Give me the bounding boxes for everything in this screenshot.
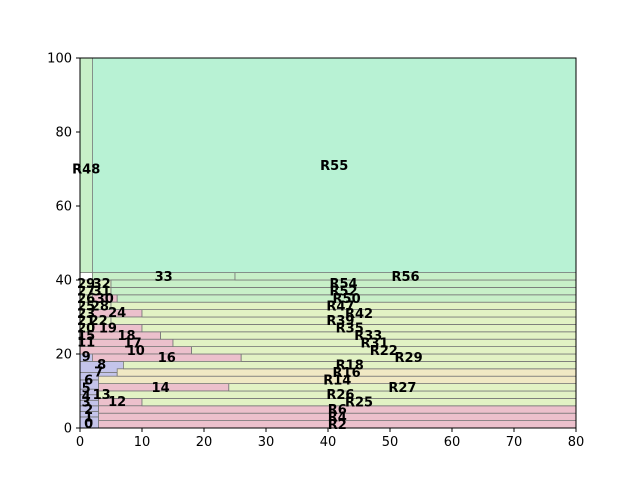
rect-label-R48: R48 [72,163,100,178]
rect-label-R55: R55 [320,159,348,174]
rect-label-R29: R29 [395,351,423,366]
rect-label-R31: R31 [360,336,388,351]
rect-label-8: 8 [97,358,106,373]
rect-label-R18: R18 [336,359,364,374]
rect-label-11: 11 [77,336,95,351]
rect-label-23: 23 [77,307,95,322]
rect-label-19: 19 [99,322,117,337]
rect-label-28: 28 [91,299,109,314]
y-tick-label: 60 [55,200,72,215]
x-tick-label: 20 [196,435,213,450]
rect-label-R42: R42 [345,307,373,322]
rect-label-R56: R56 [391,270,419,285]
rect-label-3: 3 [82,396,91,411]
rect-label-12: 12 [108,395,126,410]
rect-label-15: 15 [77,329,95,344]
rect-label-R35: R35 [336,322,364,337]
rect-label-R14: R14 [323,373,351,388]
rect-label-25: 25 [77,299,95,314]
rect-label-26: 26 [77,292,95,307]
rect-label-22: 22 [90,314,108,329]
rect-label-31: 31 [93,285,111,300]
y-tick-label: 100 [47,52,72,67]
rect-label-21: 21 [77,314,95,329]
rect-R55 [92,57,577,274]
y-tick-label: 20 [55,348,72,363]
rect-label-10: 10 [127,344,145,359]
x-axis: 0 10 20 30 40 50 60 70 80 [76,428,584,450]
rect-label-R2: R2 [328,418,347,433]
rect-label-6: 6 [84,373,93,388]
rect-label-14: 14 [152,381,170,396]
rect-label-17: 17 [124,336,142,351]
x-tick-label: 70 [506,435,523,450]
rect-label-R16: R16 [333,366,361,381]
rect-label-5: 5 [82,382,91,397]
rect-label-13: 13 [93,388,111,403]
rect-label-18: 18 [117,329,135,344]
y-tick-label: 0 [64,422,72,437]
rect-label-1: 1 [84,410,93,425]
rect-label-9: 9 [82,350,91,365]
rect-label-24: 24 [108,306,126,321]
rect-label-20: 20 [77,322,95,337]
x-tick-label: 40 [320,435,337,450]
x-tick-label: 0 [76,435,84,450]
rect-label-4: 4 [82,389,91,404]
y-axis: 0 20 40 60 80 100 [47,52,80,437]
rect-label-R52: R52 [329,285,357,300]
x-tick-label: 10 [134,435,151,450]
rect-label-R27: R27 [388,381,416,396]
y-tick-label: 80 [55,126,72,141]
rects-layer [79,57,577,429]
x-tick-label: 80 [568,435,585,450]
rect-label-30: 30 [96,292,114,307]
rect-label-27: 27 [77,285,95,300]
rect-label-32: 32 [93,277,111,292]
x-tick-label: 30 [258,435,275,450]
rect-label-R22: R22 [370,344,398,359]
rect-label-2: 2 [84,403,93,418]
rect-label-R4: R4 [328,410,347,425]
rect-label-R6: R6 [328,403,347,418]
x-tick-label: 50 [382,435,399,450]
rect-label-29: 29 [77,277,95,292]
y-tick-label: 40 [55,274,72,289]
rect-label-33: 33 [155,270,173,285]
rect-label-R50: R50 [333,292,361,307]
rect-label-R26: R26 [326,388,354,403]
rect-label-R25: R25 [345,396,373,411]
rect-label-R47: R47 [326,299,354,314]
rect-label-R54: R54 [329,277,357,292]
rect-label-0: 0 [84,417,93,432]
x-tick-label: 60 [444,435,461,450]
rect-label-7: 7 [94,365,103,380]
rect-label-16: 16 [158,351,176,366]
rect-label-R33: R33 [354,329,382,344]
rect-label-R39: R39 [326,314,354,329]
